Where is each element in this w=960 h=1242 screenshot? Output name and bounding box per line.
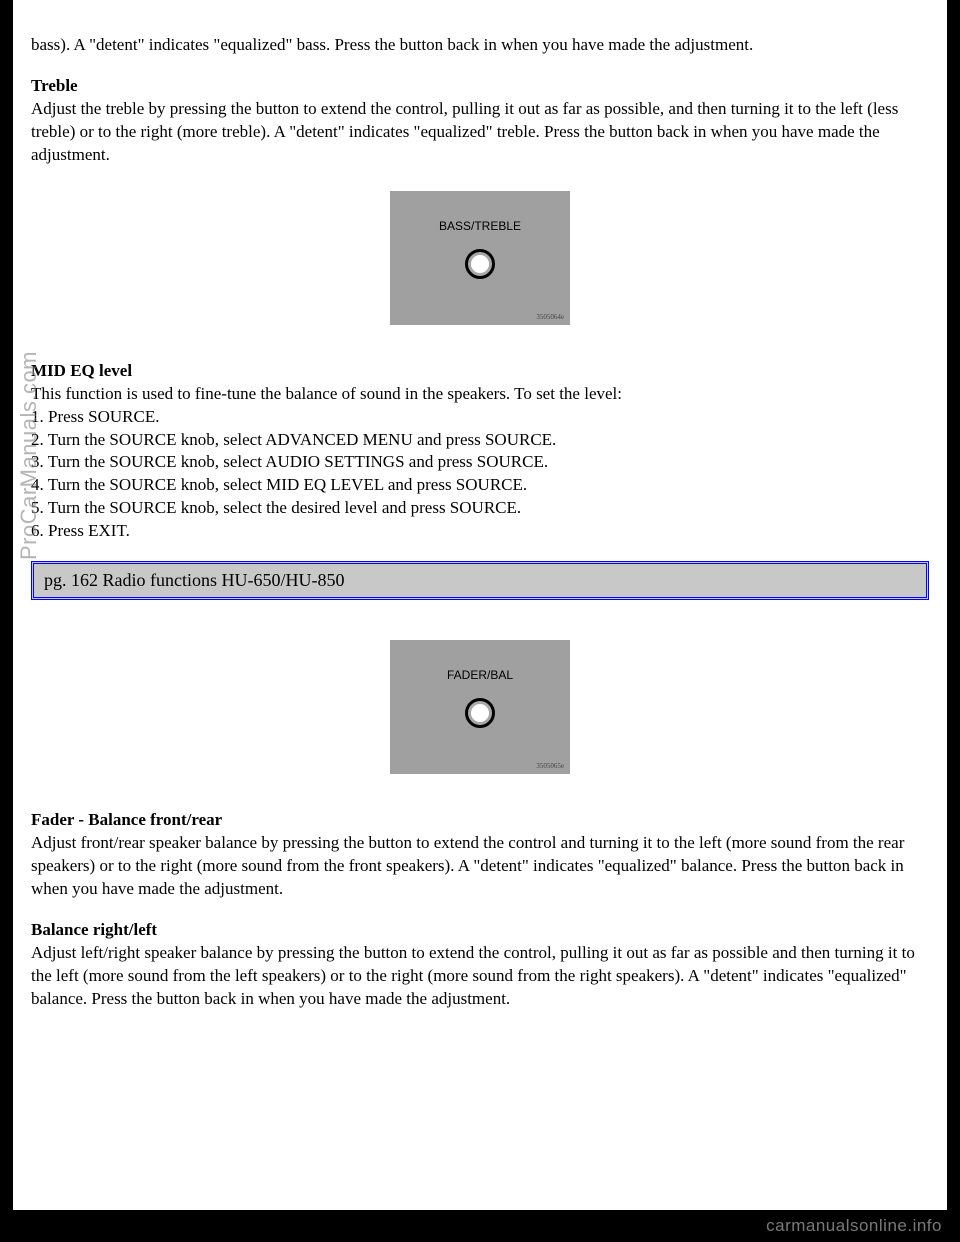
banner-text: pg. 162 Radio functions HU-650/HU-850: [44, 570, 344, 590]
figure-bass-treble: BASS/TREBLE 3505064e: [390, 191, 570, 325]
document-page: bass). A "detent" indicates "equalized" …: [13, 0, 947, 1210]
page-number: 162: [71, 570, 98, 590]
treble-section: Treble Adjust the treble by pressing the…: [31, 75, 929, 167]
balance-text: Adjust left/right speaker balance by pre…: [31, 943, 915, 1008]
pg-label: pg.: [44, 570, 67, 590]
mid-eq-steps: 1. Press SOURCE. 2. Turn the SOURCE knob…: [31, 406, 929, 544]
step-item: 6. Press EXIT.: [31, 520, 929, 543]
step-item: 1. Press SOURCE.: [31, 406, 929, 429]
intro-text: bass). A "detent" indicates "equalized" …: [31, 35, 753, 54]
balance-heading: Balance right/left: [31, 920, 157, 939]
knob-inner-icon: [471, 255, 489, 273]
balance-section: Balance right/left Adjust left/right spe…: [31, 919, 929, 1011]
step-item: 2. Turn the SOURCE knob, select ADVANCED…: [31, 429, 929, 452]
step-item: 3. Turn the SOURCE knob, select AUDIO SE…: [31, 451, 929, 474]
step-item: 5. Turn the SOURCE knob, select the desi…: [31, 497, 929, 520]
page-banner: pg. 162 Radio functions HU-650/HU-850: [31, 561, 929, 600]
step-item: 4. Turn the SOURCE knob, select MID EQ L…: [31, 474, 929, 497]
figure-bass-treble-label: BASS/TREBLE: [439, 219, 521, 233]
treble-text: Adjust the treble by pressing the button…: [31, 99, 898, 164]
mid-eq-intro: This function is used to fine-tune the b…: [31, 384, 622, 403]
mid-eq-section: MID EQ level This function is used to fi…: [31, 360, 929, 544]
intro-paragraph: bass). A "detent" indicates "equalized" …: [31, 34, 929, 57]
fader-text: Adjust front/rear speaker balance by pre…: [31, 833, 904, 898]
figure-fader-bal-code: 3505065e: [536, 762, 564, 770]
knob-inner-icon: [471, 704, 489, 722]
figure-fader-bal-label: FADER/BAL: [447, 668, 513, 682]
fader-heading: Fader - Balance front/rear: [31, 810, 222, 829]
figure-bass-treble-container: BASS/TREBLE 3505064e: [31, 191, 929, 330]
mid-eq-heading: MID EQ level: [31, 361, 132, 380]
banner-title: Radio functions HU-650/HU-850: [103, 570, 345, 590]
figure-fader-bal-container: FADER/BAL 3505065e: [31, 640, 929, 779]
footer-watermark: carmanualsonline.info: [766, 1216, 942, 1236]
knob-icon: [465, 698, 495, 728]
knob-icon: [465, 249, 495, 279]
fader-section: Fader - Balance front/rear Adjust front/…: [31, 809, 929, 901]
figure-fader-bal: FADER/BAL 3505065e: [390, 640, 570, 774]
treble-heading: Treble: [31, 76, 78, 95]
figure-bass-treble-code: 3505064e: [536, 313, 564, 321]
